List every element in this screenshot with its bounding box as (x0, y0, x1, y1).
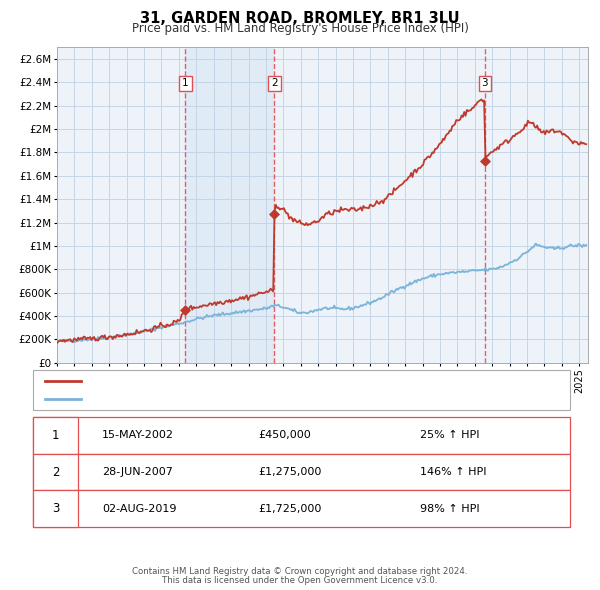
Text: 15-MAY-2002: 15-MAY-2002 (102, 431, 174, 440)
Text: 31, GARDEN ROAD, BROMLEY, BR1 3LU (detached house): 31, GARDEN ROAD, BROMLEY, BR1 3LU (detac… (88, 376, 388, 386)
Text: 1: 1 (52, 429, 59, 442)
Text: HPI: Average price, detached house, Bromley: HPI: Average price, detached house, Brom… (88, 394, 325, 404)
Text: 3: 3 (482, 78, 488, 88)
Text: 25% ↑ HPI: 25% ↑ HPI (420, 431, 479, 440)
Text: 1: 1 (182, 78, 188, 88)
Bar (185, 47, 274, 363)
Text: 2: 2 (52, 466, 59, 478)
Text: £1,275,000: £1,275,000 (258, 467, 322, 477)
Text: 3: 3 (52, 502, 59, 515)
Text: Contains HM Land Registry data © Crown copyright and database right 2024.: Contains HM Land Registry data © Crown c… (132, 567, 468, 576)
Text: £1,725,000: £1,725,000 (258, 504, 322, 513)
Text: 2: 2 (271, 78, 278, 88)
Text: 146% ↑ HPI: 146% ↑ HPI (420, 467, 487, 477)
Text: This data is licensed under the Open Government Licence v3.0.: This data is licensed under the Open Gov… (163, 576, 437, 585)
Text: Price paid vs. HM Land Registry's House Price Index (HPI): Price paid vs. HM Land Registry's House … (131, 22, 469, 35)
Text: 31, GARDEN ROAD, BROMLEY, BR1 3LU: 31, GARDEN ROAD, BROMLEY, BR1 3LU (140, 11, 460, 25)
Text: 28-JUN-2007: 28-JUN-2007 (102, 467, 173, 477)
Text: £450,000: £450,000 (258, 431, 311, 440)
Text: 98% ↑ HPI: 98% ↑ HPI (420, 504, 479, 513)
Text: 02-AUG-2019: 02-AUG-2019 (102, 504, 176, 513)
